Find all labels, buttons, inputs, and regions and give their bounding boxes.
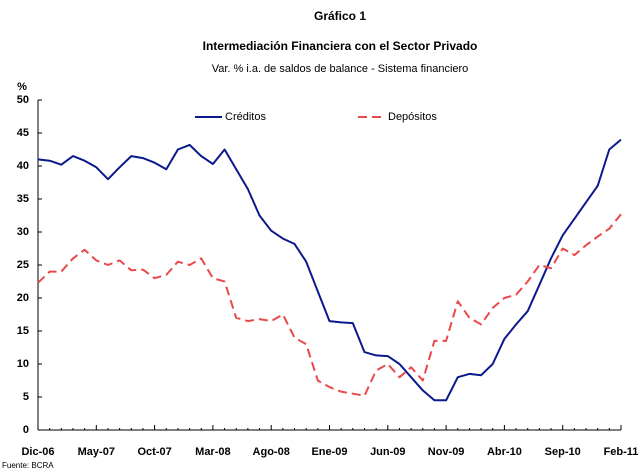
x-tick-label: Dic-06	[21, 446, 54, 458]
y-tick-label: 30	[17, 226, 29, 238]
x-tick-label: Feb-11	[604, 446, 639, 458]
chart-note: Var. % i.a. de saldos de balance - Siste…	[212, 63, 469, 75]
y-tick-label: 35	[17, 193, 29, 205]
x-tick-label: Oct-07	[137, 446, 171, 458]
legend-label: Depósitos	[388, 111, 437, 123]
y-tick-label: 40	[17, 160, 29, 172]
y-tick-label: 50	[17, 94, 29, 106]
chart-subtitle: Intermediación Financiera con el Sector …	[203, 39, 478, 53]
y-tick-label: 25	[17, 259, 29, 271]
x-tick-label: May-07	[78, 446, 115, 458]
source: Fuente: BCRA	[2, 461, 54, 470]
chart-title: Gráfico 1	[314, 9, 366, 23]
y-tick-label: 10	[17, 358, 29, 370]
x-tick-label: Sep-10	[545, 446, 581, 458]
x-tick-label: Ago-08	[253, 446, 290, 458]
x-tick-label: Nov-09	[428, 446, 465, 458]
y-tick-label: 0	[23, 424, 29, 436]
y-tick-label: 15	[17, 325, 29, 337]
x-tick-label: Mar-08	[195, 446, 230, 458]
y-tick-label: 20	[17, 292, 29, 304]
x-tick-label: Abr-10	[487, 446, 522, 458]
y-tick-label: 5	[23, 391, 29, 403]
legend-label: Créditos	[225, 111, 266, 123]
x-tick-label: Jun-09	[370, 446, 405, 458]
y-tick-label: 45	[17, 127, 29, 139]
series-line	[37, 138, 622, 402]
series-line	[37, 213, 622, 397]
y-axis-label: %	[17, 81, 27, 93]
x-tick-label: Ene-09	[311, 446, 347, 458]
